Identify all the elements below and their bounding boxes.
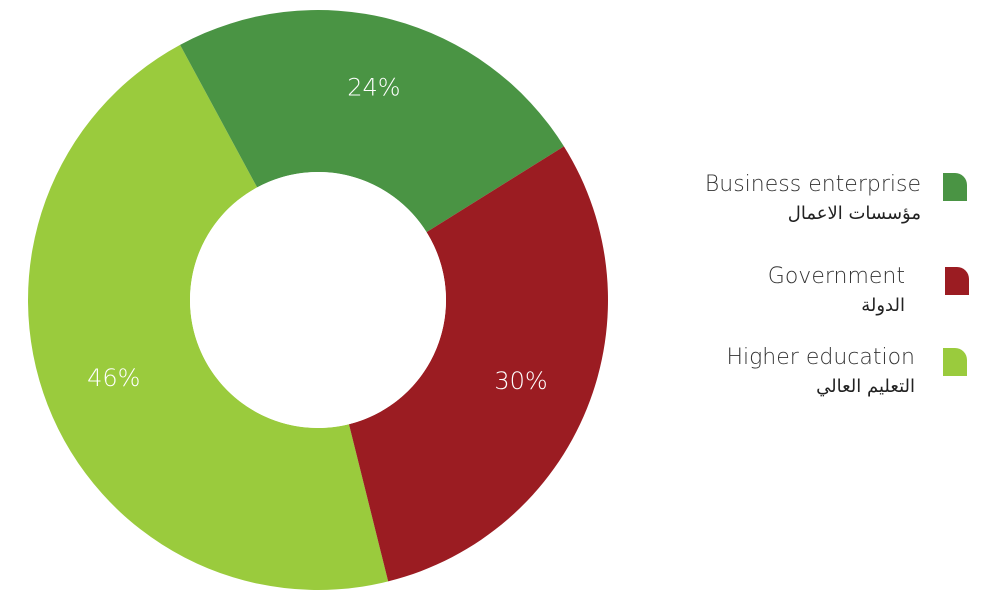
slice-label-government: 30% xyxy=(494,367,547,395)
donut-slices xyxy=(28,9,608,590)
slice-label-higher-education: 46% xyxy=(87,364,140,392)
slice-labels: 46% 24% 30% xyxy=(87,73,548,395)
donut-hole xyxy=(190,172,446,428)
donut-slice-higher-education xyxy=(28,44,389,590)
donut-slice-government xyxy=(348,146,608,582)
donut-slice-business-enterprise xyxy=(180,9,564,233)
slice-label-business-enterprise: 24% xyxy=(347,73,400,101)
